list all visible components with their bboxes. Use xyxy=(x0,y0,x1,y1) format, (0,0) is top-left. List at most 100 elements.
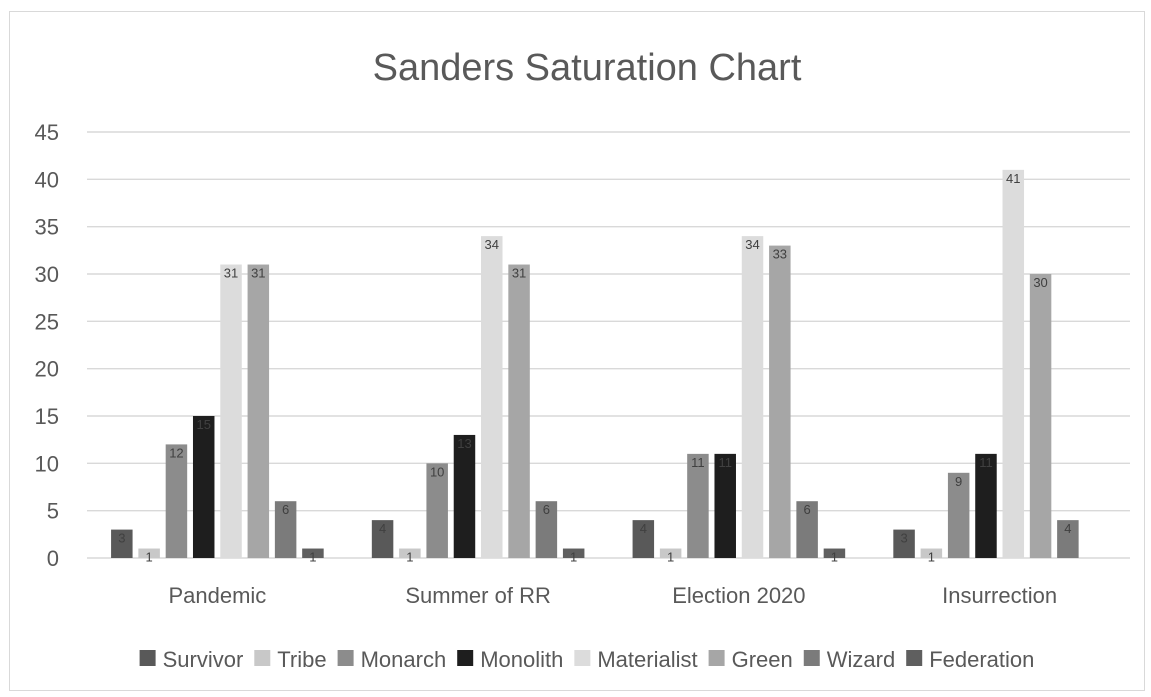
data-label: 6 xyxy=(543,502,550,517)
data-label: 1 xyxy=(406,550,413,565)
data-label: 34 xyxy=(745,237,759,252)
data-label: 11 xyxy=(718,455,732,470)
data-label: 1 xyxy=(570,550,577,565)
bar xyxy=(920,548,943,558)
x-category-label: Summer of RR xyxy=(405,583,550,608)
bar xyxy=(1002,169,1025,558)
chart-title: Sanders Saturation Chart xyxy=(373,47,802,89)
data-label: 1 xyxy=(667,550,674,565)
gridlines xyxy=(87,131,1130,559)
legend-label: Survivor xyxy=(163,647,244,672)
data-label: 41 xyxy=(1006,171,1020,186)
data-label: 6 xyxy=(282,502,289,517)
y-tick-label: 30 xyxy=(35,262,59,287)
legend-swatch xyxy=(803,650,820,666)
legend-label: Green xyxy=(732,647,793,672)
data-label: 11 xyxy=(691,455,705,470)
legend-label: Wizard xyxy=(827,647,895,672)
legend: Survivor Tribe Monarch Monolith Materialist G… xyxy=(139,647,1034,672)
y-tick-label: 5 xyxy=(47,499,59,524)
legend-label: Tribe xyxy=(277,647,326,672)
x-category-label: Insurrection xyxy=(942,583,1057,608)
bar xyxy=(714,453,736,558)
bar xyxy=(632,520,655,558)
legend-swatch xyxy=(139,650,156,666)
bar xyxy=(192,416,215,558)
data-label: 4 xyxy=(1064,521,1071,536)
data-label: 4 xyxy=(640,521,647,536)
bar xyxy=(371,520,394,558)
bar xyxy=(247,264,270,558)
bar xyxy=(481,236,503,558)
y-tick-label: 0 xyxy=(47,546,59,571)
bars xyxy=(111,169,1079,558)
bar xyxy=(659,548,682,558)
data-label: 9 xyxy=(955,474,962,489)
bar xyxy=(741,236,764,558)
bar xyxy=(165,444,188,558)
data-label: 33 xyxy=(773,247,787,262)
legend-label: Materialist xyxy=(597,647,697,672)
data-label: 1 xyxy=(146,550,153,565)
data-label: 3 xyxy=(118,531,125,546)
bar xyxy=(947,472,970,558)
data-label: 1 xyxy=(928,550,935,565)
y-tick-label: 25 xyxy=(35,309,59,334)
x-category-label: Pandemic xyxy=(168,583,266,608)
bar xyxy=(302,548,324,558)
data-label: 30 xyxy=(1033,275,1047,290)
y-tick-label: 20 xyxy=(35,357,59,382)
bar xyxy=(769,245,791,558)
legend-swatch xyxy=(337,650,354,666)
bar xyxy=(220,264,242,558)
data-label: 15 xyxy=(196,417,210,432)
chart-svg: Sanders Saturation Chart 0 5 10 15 20 25 30 35 4… xyxy=(35,47,1130,672)
y-axis-ticks: 0 5 10 15 20 25 30 35 40 45 xyxy=(35,120,59,571)
data-label: 31 xyxy=(512,266,526,281)
data-label: 6 xyxy=(804,502,811,517)
legend-swatch xyxy=(457,650,474,666)
bar xyxy=(111,529,133,558)
bar xyxy=(893,529,915,558)
data-label: 1 xyxy=(309,550,316,565)
bar xyxy=(687,453,709,558)
legend-label: Monolith xyxy=(480,647,563,672)
y-tick-label: 40 xyxy=(35,167,59,192)
legend-swatch xyxy=(906,650,923,666)
bar xyxy=(562,548,585,558)
legend-swatch xyxy=(574,650,591,666)
legend-label: Monarch xyxy=(361,647,447,672)
data-label: 1 xyxy=(831,550,838,565)
bar xyxy=(138,548,160,558)
data-label: 31 xyxy=(224,266,238,281)
data-label: 3 xyxy=(900,531,907,546)
y-tick-label: 10 xyxy=(35,451,59,476)
data-label: 31 xyxy=(251,266,265,281)
data-label: 34 xyxy=(485,237,499,252)
chart-frame: Sanders Saturation Chart 0 5 10 15 20 25 30 35 4… xyxy=(9,11,1145,691)
bar xyxy=(399,548,421,558)
bar xyxy=(823,548,846,558)
x-category-label: Election 2020 xyxy=(672,583,805,608)
y-tick-label: 35 xyxy=(35,215,59,240)
bar xyxy=(796,501,818,558)
bar xyxy=(535,501,558,558)
y-tick-label: 45 xyxy=(35,120,59,145)
data-label: 12 xyxy=(169,445,183,460)
bar xyxy=(1057,520,1079,558)
bar xyxy=(508,264,530,558)
legend-swatch xyxy=(708,650,725,666)
data-label: 13 xyxy=(457,436,471,451)
data-label: 4 xyxy=(379,521,386,536)
legend-swatch xyxy=(254,650,271,666)
bar xyxy=(426,463,448,558)
legend-label: Federation xyxy=(929,647,1034,672)
x-axis-categories: Pandemic Summer of RR Election 2020 Insurre… xyxy=(168,583,1057,608)
bar xyxy=(453,434,476,558)
bar xyxy=(274,501,297,558)
data-label: 11 xyxy=(979,455,993,470)
bar xyxy=(1029,274,1052,558)
data-label: 10 xyxy=(430,464,444,479)
y-tick-label: 15 xyxy=(35,404,59,429)
